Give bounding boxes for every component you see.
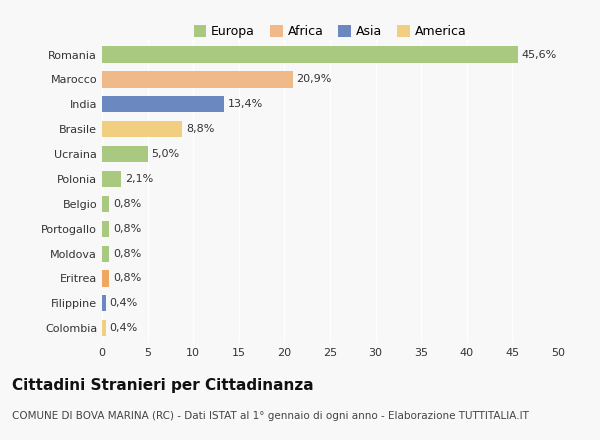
Text: 5,0%: 5,0% [151, 149, 179, 159]
Bar [102, 246, 109, 262]
Text: 0,8%: 0,8% [113, 249, 141, 259]
Bar [102, 146, 148, 162]
Text: 20,9%: 20,9% [296, 74, 332, 84]
Bar [102, 71, 293, 88]
Text: 0,8%: 0,8% [113, 224, 141, 234]
Bar [102, 47, 518, 62]
Bar [102, 121, 182, 137]
Bar [102, 96, 224, 112]
Bar [102, 295, 106, 312]
Bar [102, 220, 109, 237]
Bar [102, 271, 109, 286]
Text: 2,1%: 2,1% [125, 174, 153, 184]
Bar [102, 171, 121, 187]
Text: COMUNE DI BOVA MARINA (RC) - Dati ISTAT al 1° gennaio di ogni anno - Elaborazion: COMUNE DI BOVA MARINA (RC) - Dati ISTAT … [12, 411, 529, 422]
Legend: Europa, Africa, Asia, America: Europa, Africa, Asia, America [190, 22, 470, 42]
Text: 45,6%: 45,6% [521, 50, 557, 59]
Text: 0,8%: 0,8% [113, 199, 141, 209]
Text: Cittadini Stranieri per Cittadinanza: Cittadini Stranieri per Cittadinanza [12, 378, 314, 393]
Bar [102, 196, 109, 212]
Text: 0,8%: 0,8% [113, 274, 141, 283]
Bar [102, 320, 106, 336]
Text: 8,8%: 8,8% [186, 124, 214, 134]
Text: 13,4%: 13,4% [228, 99, 263, 109]
Text: 0,4%: 0,4% [109, 323, 137, 333]
Text: 0,4%: 0,4% [109, 298, 137, 308]
